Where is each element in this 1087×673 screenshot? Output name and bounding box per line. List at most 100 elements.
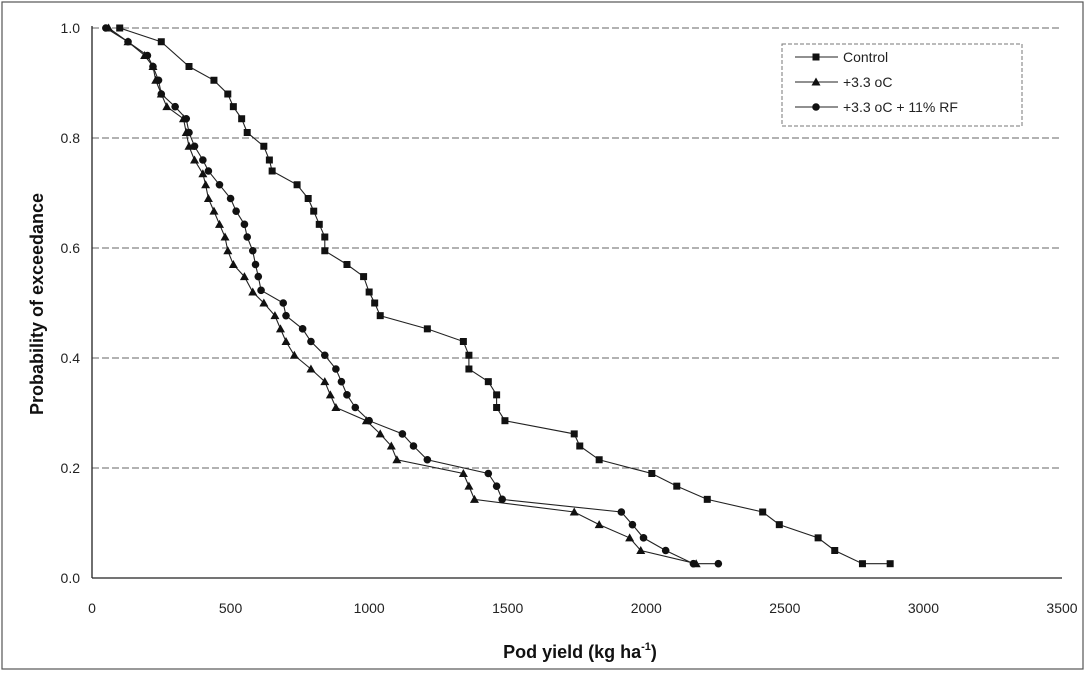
data-point (423, 325, 431, 333)
x-tick-label: 2000 (631, 600, 662, 616)
data-point (270, 311, 280, 320)
data-point (714, 559, 723, 568)
data-point (298, 325, 307, 333)
data-point (858, 560, 866, 568)
legend-label: +3.3 oC + 11% RF (843, 99, 958, 115)
data-point (409, 442, 418, 450)
data-point (229, 103, 237, 111)
data-point (498, 495, 506, 504)
data-point (337, 377, 346, 386)
data-point (689, 559, 698, 568)
data-point (254, 272, 263, 281)
data-point (265, 156, 273, 164)
data-point (171, 102, 179, 111)
data-point (157, 90, 166, 98)
data-point (154, 76, 163, 85)
x-tick-label: 3500 (1046, 600, 1077, 616)
data-point (458, 469, 468, 477)
data-point (282, 311, 290, 320)
data-point (570, 430, 578, 438)
data-point (321, 351, 329, 360)
data-point (248, 246, 257, 255)
data-point (831, 547, 839, 554)
data-point (304, 195, 312, 202)
data-point (703, 495, 711, 503)
data-point (275, 324, 285, 333)
data-point (281, 337, 291, 345)
data-point (423, 455, 432, 464)
data-point (484, 378, 492, 386)
data-point (240, 220, 249, 229)
x-tick-labels: 0 500 1000 1500 2000 2500 3000 3500 (88, 600, 1078, 616)
data-point (182, 114, 191, 123)
data-point (116, 24, 124, 32)
data-point (215, 180, 224, 189)
data-point (469, 494, 479, 503)
data-point (293, 181, 301, 189)
legend-marker (812, 53, 820, 61)
data-point (661, 546, 670, 555)
series-group (102, 23, 894, 568)
data-point (162, 102, 172, 111)
data-point (625, 533, 635, 542)
data-point (214, 219, 224, 228)
data-point (143, 51, 152, 60)
data-point (203, 194, 213, 202)
data-point (321, 247, 329, 255)
series-square (116, 24, 894, 568)
data-point (392, 455, 402, 464)
data-point (190, 155, 200, 164)
data-point (190, 142, 199, 151)
data-point (636, 546, 646, 554)
y-tick-label: 1.0 (61, 20, 81, 36)
data-point (307, 337, 315, 346)
data-point (259, 298, 269, 307)
data-point (464, 481, 474, 490)
data-point (210, 76, 218, 84)
legend-marker (812, 103, 820, 111)
y-tick-label: 0.2 (61, 460, 81, 476)
x-tick-label: 0 (88, 600, 96, 616)
data-point (484, 469, 493, 478)
data-point (198, 169, 208, 178)
data-point (257, 286, 265, 295)
data-point (223, 246, 233, 255)
x-axis-title-sup: -1 (641, 641, 651, 653)
data-point (365, 288, 373, 296)
data-point (343, 261, 351, 268)
data-point (759, 508, 767, 516)
x-tick-label: 1500 (492, 600, 523, 616)
data-point (149, 62, 157, 71)
legend-marker (811, 77, 821, 86)
data-point (775, 521, 783, 529)
data-point (493, 391, 501, 399)
x-tick-label: 2500 (769, 600, 800, 616)
data-point (209, 206, 219, 215)
data-point (306, 364, 316, 373)
data-point (124, 37, 132, 46)
data-point (371, 299, 379, 307)
data-point (220, 232, 230, 241)
data-point (595, 456, 603, 464)
data-point (260, 142, 268, 150)
y-tick-label: 0.6 (61, 240, 81, 256)
data-point (201, 180, 211, 189)
data-point (331, 403, 341, 411)
data-point (351, 403, 360, 412)
data-point (628, 520, 637, 529)
data-point (321, 233, 329, 241)
data-point (289, 350, 299, 359)
data-point (228, 260, 238, 268)
data-point (465, 365, 473, 373)
data-point (310, 207, 318, 215)
data-point (375, 429, 385, 438)
x-tick-label: 1000 (354, 600, 385, 616)
legend-label: +3.3 oC (843, 74, 892, 90)
x-tick-label: 500 (219, 600, 243, 616)
series-circle (102, 24, 723, 568)
data-point (617, 508, 626, 516)
data-point (465, 351, 473, 359)
data-point (238, 115, 246, 123)
data-point (814, 534, 822, 542)
data-point (157, 38, 165, 46)
